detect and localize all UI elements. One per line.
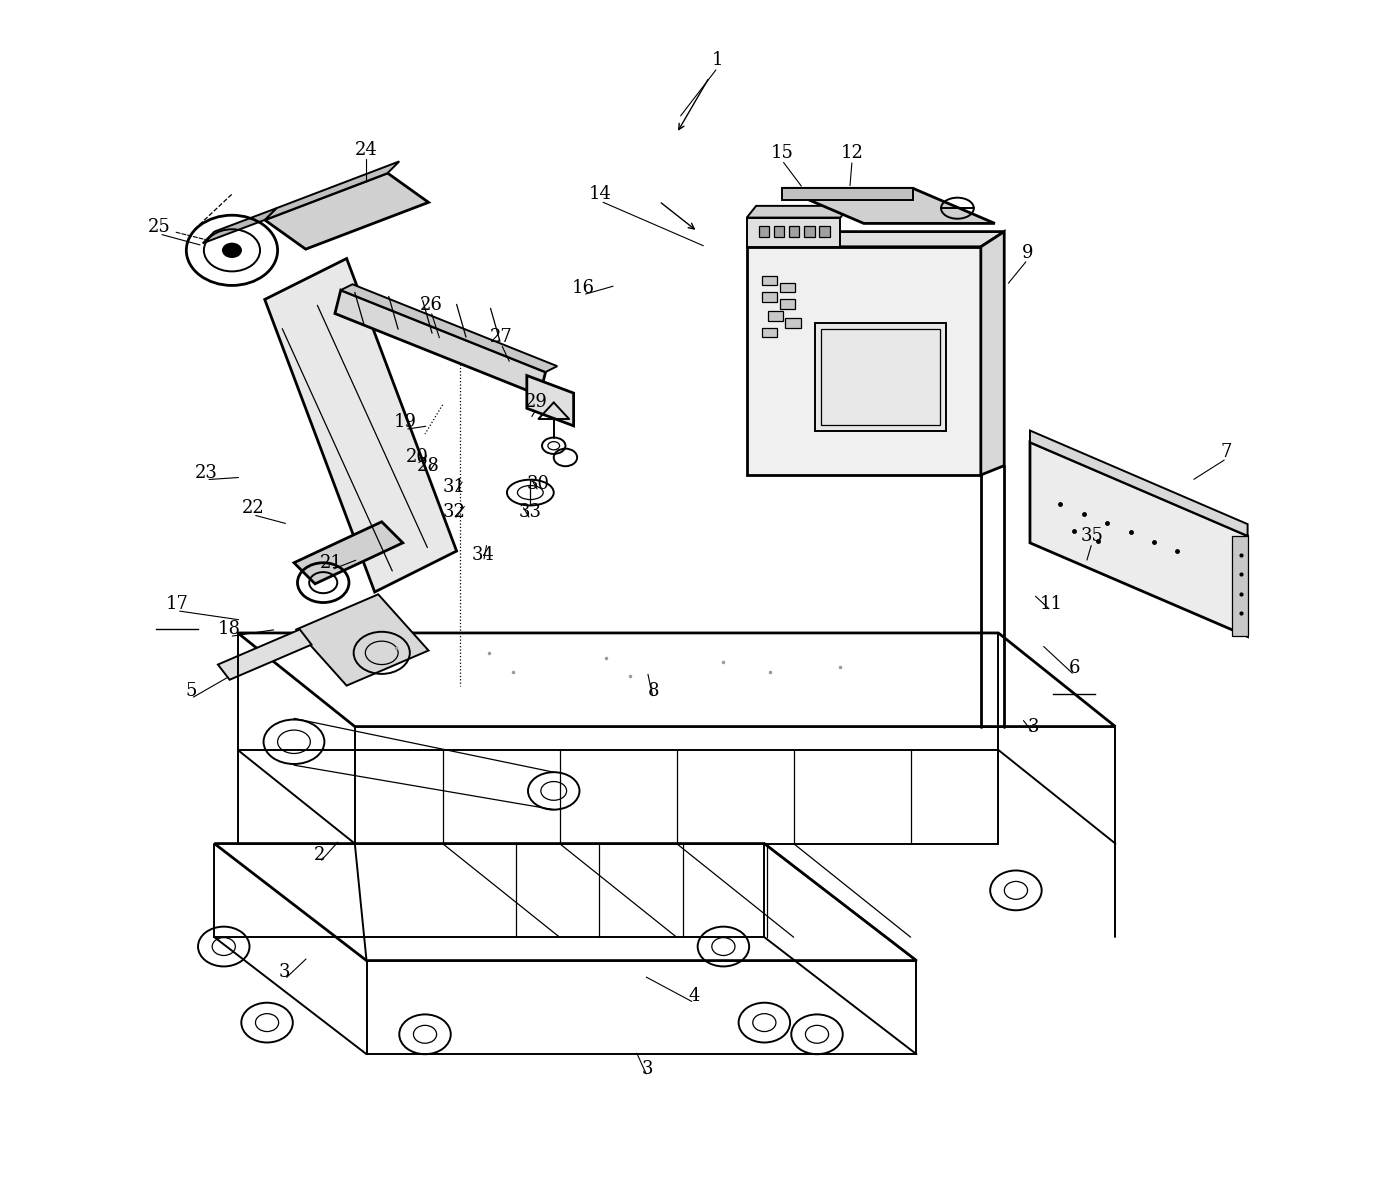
Text: 15: 15	[770, 144, 794, 162]
Text: 9: 9	[1022, 244, 1033, 262]
Text: 26: 26	[420, 296, 442, 314]
Text: 3: 3	[1028, 718, 1039, 735]
Bar	[762, 292, 777, 302]
Bar	[820, 329, 939, 425]
Polygon shape	[746, 206, 850, 218]
Polygon shape	[981, 232, 1004, 475]
Bar	[780, 283, 795, 292]
Text: 2: 2	[314, 847, 325, 864]
Polygon shape	[783, 188, 913, 200]
Text: 29: 29	[525, 393, 547, 412]
Polygon shape	[746, 232, 1004, 246]
Bar	[762, 276, 777, 285]
Polygon shape	[783, 188, 995, 224]
Text: 25: 25	[148, 218, 171, 236]
Text: 19: 19	[393, 413, 417, 431]
Text: 4: 4	[689, 986, 700, 1005]
Polygon shape	[746, 218, 840, 246]
Polygon shape	[297, 594, 428, 686]
Text: 32: 32	[442, 503, 466, 521]
Bar	[780, 300, 795, 309]
Text: 33: 33	[519, 503, 542, 521]
Polygon shape	[340, 284, 557, 372]
Bar	[767, 311, 783, 321]
Polygon shape	[265, 258, 456, 592]
Text: 12: 12	[840, 144, 864, 162]
Polygon shape	[1232, 536, 1247, 637]
Text: 22: 22	[242, 498, 265, 516]
Bar	[774, 226, 784, 238]
Bar	[819, 226, 830, 238]
Polygon shape	[265, 173, 428, 249]
Polygon shape	[294, 522, 403, 584]
Polygon shape	[746, 246, 981, 475]
Text: 5: 5	[185, 682, 196, 701]
Text: 20: 20	[406, 449, 428, 466]
Text: 24: 24	[356, 141, 378, 159]
Text: 1: 1	[711, 51, 724, 69]
Polygon shape	[1030, 431, 1247, 536]
Bar	[790, 226, 799, 238]
Text: 35: 35	[1081, 527, 1103, 545]
Text: 14: 14	[589, 185, 612, 204]
Text: 3: 3	[641, 1061, 652, 1079]
Polygon shape	[265, 161, 399, 220]
Ellipse shape	[223, 243, 241, 257]
Text: 30: 30	[526, 475, 550, 494]
Text: 23: 23	[195, 464, 217, 482]
Text: 8: 8	[647, 682, 659, 701]
Text: 31: 31	[442, 477, 466, 496]
Polygon shape	[335, 290, 546, 395]
Text: 6: 6	[1068, 659, 1081, 677]
Polygon shape	[1030, 443, 1247, 637]
Polygon shape	[203, 208, 276, 243]
Text: 27: 27	[490, 328, 512, 346]
Bar	[804, 226, 815, 238]
Bar	[815, 323, 946, 431]
Text: 17: 17	[165, 594, 189, 612]
Text: 21: 21	[321, 554, 343, 572]
Text: 34: 34	[472, 546, 496, 564]
Bar	[762, 328, 777, 337]
Text: 28: 28	[417, 457, 440, 475]
Text: 11: 11	[1040, 594, 1063, 612]
Polygon shape	[218, 630, 312, 680]
Text: 7: 7	[1221, 443, 1232, 461]
Polygon shape	[526, 375, 574, 426]
Text: 16: 16	[571, 278, 595, 297]
Text: 18: 18	[218, 620, 241, 638]
Bar	[785, 318, 801, 328]
Text: 3: 3	[279, 964, 290, 982]
Bar	[759, 226, 769, 238]
